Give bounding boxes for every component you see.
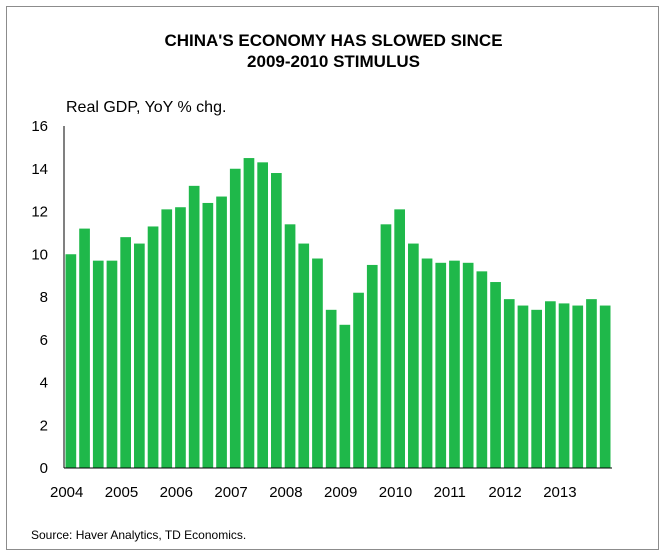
- bar-2008-q3: [312, 258, 323, 468]
- bar-2011-q4: [490, 282, 501, 468]
- bar-2013-q4: [599, 305, 611, 468]
- bar-2013-q3: [586, 299, 597, 468]
- y-axis-unit-label: Real GDP, YoY % chg.: [66, 99, 227, 116]
- bar-2012-q1: [503, 299, 515, 468]
- bar-2008-q1: [284, 224, 296, 468]
- bar-2006-q3: [202, 202, 214, 468]
- bar-2009-q1: [339, 324, 351, 468]
- x-tick-label-2006: 2006: [160, 484, 193, 501]
- bar-2007-q1: [229, 168, 241, 468]
- y-tick-labels: 0 2 4 6 8 10 12 14 16: [31, 118, 48, 477]
- source-note: Source: Haver Analytics, TD Economics.: [31, 528, 247, 542]
- bar-2008-q4: [325, 309, 337, 468]
- bar-2011-q2: [462, 262, 474, 468]
- bar-2006-q2: [188, 185, 200, 468]
- bar-2009-q2: [353, 292, 364, 468]
- bar-2005-q2: [134, 243, 145, 468]
- bar-2010-q3: [421, 258, 433, 468]
- bar-2007-q3: [257, 162, 268, 468]
- bar-2004-q3: [92, 260, 104, 468]
- bar-2011-q3: [476, 271, 488, 468]
- y-tick-label-4: 4: [40, 375, 48, 392]
- x-tick-label-2011: 2011: [434, 484, 466, 501]
- bar-2004-q2: [79, 228, 90, 468]
- bar-2012-q2: [517, 305, 529, 468]
- y-tick-label-0: 0: [40, 460, 48, 477]
- bar-2005-q3: [147, 226, 159, 468]
- bar-2004-q4: [106, 260, 118, 468]
- x-tick-label-2010: 2010: [379, 484, 412, 501]
- bar-2012-q3: [531, 309, 542, 468]
- bar-2006-q1: [175, 207, 186, 469]
- bar-2012-q4: [545, 301, 556, 468]
- bar-2006-q4: [216, 196, 227, 469]
- chart-title-line-2: 2009-2010 STIMULUS: [247, 52, 420, 71]
- x-tick-label-2004: 2004: [50, 484, 83, 501]
- x-tick-label-2005: 2005: [105, 484, 138, 501]
- bar-2004-q1: [65, 254, 77, 468]
- bars-group: [65, 158, 611, 469]
- y-tick-label-16: 16: [31, 118, 48, 135]
- x-tick-label-2009: 2009: [324, 484, 357, 501]
- bar-2005-q4: [161, 209, 173, 469]
- bar-2008-q2: [298, 243, 310, 468]
- x-tick-label-2012: 2012: [488, 484, 521, 501]
- x-tick-label-2013: 2013: [543, 484, 576, 501]
- y-tick-label-8: 8: [40, 289, 48, 306]
- y-tick-label-10: 10: [31, 246, 48, 263]
- bar-2009-q4: [380, 224, 392, 468]
- bar-2007-q2: [243, 158, 255, 468]
- bar-2013-q1: [558, 303, 570, 468]
- x-tick-label-2008: 2008: [269, 484, 302, 501]
- axes-group: [63, 126, 612, 469]
- bar-2010-q4: [435, 262, 447, 468]
- y-tick-label-6: 6: [40, 332, 48, 349]
- bar-2005-q1: [120, 237, 131, 468]
- x-tick-labels: 2004 2005 2006 2007 2008 2009 2010 2011 2012 2013: [50, 484, 577, 501]
- x-tick-label-2007: 2007: [214, 484, 247, 501]
- bar-2010-q1: [394, 209, 405, 469]
- bar-2013-q2: [572, 305, 584, 468]
- bar-2010-q2: [408, 243, 419, 468]
- chart-title: CHINA'S ECONOMY HAS SLOWED SINCE 2009-20…: [0, 30, 667, 72]
- bar-2007-q4: [271, 173, 282, 468]
- bar-2011-q1: [449, 260, 460, 468]
- bar-2009-q3: [366, 264, 378, 468]
- y-tick-label-2: 2: [40, 417, 48, 434]
- y-tick-label-14: 14: [31, 161, 48, 178]
- chart-title-line-1: CHINA'S ECONOMY HAS SLOWED SINCE: [164, 31, 503, 50]
- y-tick-label-12: 12: [31, 204, 48, 221]
